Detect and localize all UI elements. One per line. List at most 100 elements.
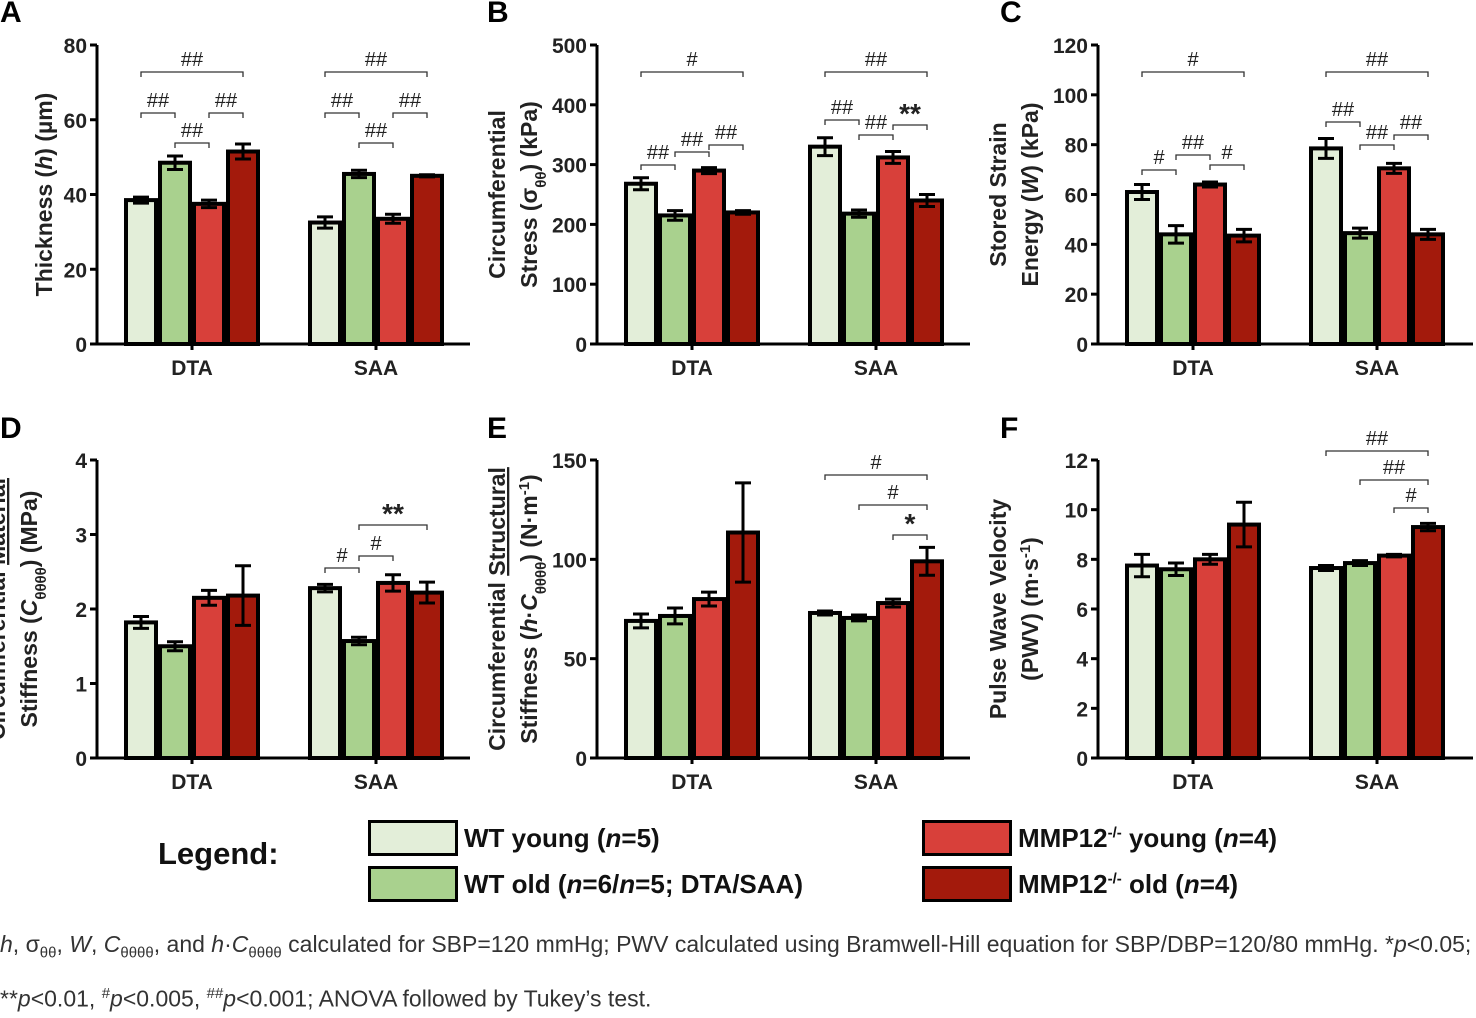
text-segment: n <box>1222 822 1239 853</box>
bar-saa-mmp-old <box>1411 232 1445 346</box>
text-segment: WT old ( <box>464 868 567 899</box>
y-tick-label: 50 <box>564 649 587 672</box>
y-tick-label: 20 <box>64 259 87 282</box>
error-bar <box>419 173 435 179</box>
label-segment: ) (µm) <box>31 93 57 156</box>
error-bar <box>851 613 867 623</box>
significance-bracket <box>392 112 428 118</box>
y-tick-label: 20 <box>1065 284 1088 307</box>
significance-bracket <box>824 119 860 125</box>
error-bar <box>1352 559 1368 568</box>
x-tick-label: SAA <box>854 357 898 380</box>
significance-bracket <box>358 142 394 148</box>
label-segment: C <box>16 599 42 616</box>
y-tick-label: 40 <box>1065 234 1088 257</box>
text-segment: p <box>110 985 123 1012</box>
bar-saa-wt-old <box>342 639 376 760</box>
error-bar <box>1386 161 1402 175</box>
significance-bracket <box>674 151 710 157</box>
significance-label: # <box>870 452 882 474</box>
error-bar <box>1168 561 1184 577</box>
bar-saa-mmp-young <box>1377 166 1411 346</box>
error-bar <box>817 136 833 158</box>
bar-saa-mmp-young <box>1377 553 1411 760</box>
bar-dta-mmp-old <box>1227 233 1261 346</box>
y-tick-label: 400 <box>552 95 587 118</box>
y-axis-label: Circumferential <box>484 110 510 279</box>
label-segment: · <box>516 611 542 619</box>
text-segment: , <box>90 931 104 957</box>
text-segment: MMP12 <box>1018 822 1108 853</box>
error-bar <box>1202 180 1218 189</box>
text-segment: θθθθ <box>248 944 282 962</box>
y-tick-label: 60 <box>64 110 87 133</box>
y-tick-label: 0 <box>75 748 87 771</box>
error-bar <box>919 545 935 577</box>
bar-dta-mmp-young <box>192 595 226 761</box>
text-segment: -/- <box>1107 823 1122 841</box>
legend-swatch <box>922 866 1012 902</box>
error-bar <box>919 193 935 208</box>
error-bar <box>235 564 251 627</box>
text-segment: calculated for SBP=120 mmHg; PWV calcula… <box>281 931 1394 957</box>
label-segment: Pulse Wave Velocity <box>985 499 1011 720</box>
text-segment: ## <box>206 984 224 1002</box>
text-segment: n <box>605 822 622 853</box>
panel-a: A Thickness (h) (µm) 0 20 40 60 80 DTA SAA ## ## ##… <box>0 0 470 380</box>
significance-label: ## <box>399 90 422 112</box>
significance-label: # <box>1187 49 1199 71</box>
error-bar <box>633 612 649 630</box>
text-segment: p <box>17 985 31 1012</box>
significance-label: ** <box>382 498 404 529</box>
legend-swatch <box>922 820 1012 856</box>
significance-label: ## <box>865 112 888 134</box>
significance-label: ## <box>1332 99 1355 121</box>
y-tick-label: 3 <box>75 525 87 548</box>
bar-dta-wt-old <box>658 613 692 760</box>
significance-bracket <box>640 164 676 170</box>
label-segment: ) <box>1017 537 1043 545</box>
label-segment: Circumferential <box>484 110 510 279</box>
y-tick-label: 2 <box>1076 698 1088 721</box>
bar-dta-wt-young <box>1125 563 1159 761</box>
y-tick-label: 100 <box>1053 85 1088 108</box>
x-tick-label: DTA <box>171 357 213 380</box>
error-bar <box>633 176 649 192</box>
error-bar <box>667 606 683 626</box>
error-bar <box>133 614 149 630</box>
text-segment: C <box>103 931 121 957</box>
significance-bracket <box>140 71 244 77</box>
label-segment: h <box>31 156 57 170</box>
error-bar <box>1236 227 1252 244</box>
label-segment: Circumferential <box>484 576 510 751</box>
text-segment: =4) <box>1199 868 1239 899</box>
y-tick-label: 1 <box>75 674 87 697</box>
panel-letter: C <box>1000 0 1022 29</box>
significance-label: # <box>887 482 899 504</box>
y-tick-label: 300 <box>552 155 587 178</box>
label-segment: θθθθ <box>33 567 50 599</box>
text-segment: h <box>0 931 13 957</box>
significance-bracket <box>324 112 360 118</box>
label-segment: -1 <box>516 482 533 495</box>
label-segment: ) (N·m <box>516 495 542 561</box>
legend-label: MMP12-/- old (n=4) <box>1018 869 1238 900</box>
axes <box>95 45 470 346</box>
bar-saa-wt-young <box>1309 146 1343 346</box>
text-segment: =4) <box>1238 822 1278 853</box>
y-tick-label: 12 <box>1065 450 1088 473</box>
label-segment: Stiffness ( <box>516 632 542 744</box>
text-segment: MMP12 <box>1018 868 1108 899</box>
bar-dta-wt-young <box>624 181 658 346</box>
significance-bracket <box>1325 450 1429 456</box>
label-segment: Stiffness ( <box>16 616 42 728</box>
y-tick-label: 100 <box>552 549 587 572</box>
bar-dta-wt-young <box>124 620 158 760</box>
label-segment: C <box>516 594 542 611</box>
bar-saa-wt-old <box>842 211 876 346</box>
error-bar <box>133 195 149 205</box>
significance-label: ## <box>647 142 670 164</box>
x-tick-label: SAA <box>1355 357 1399 380</box>
y-axis-label: Stored Strain <box>985 122 1011 266</box>
error-bar <box>1318 564 1334 573</box>
